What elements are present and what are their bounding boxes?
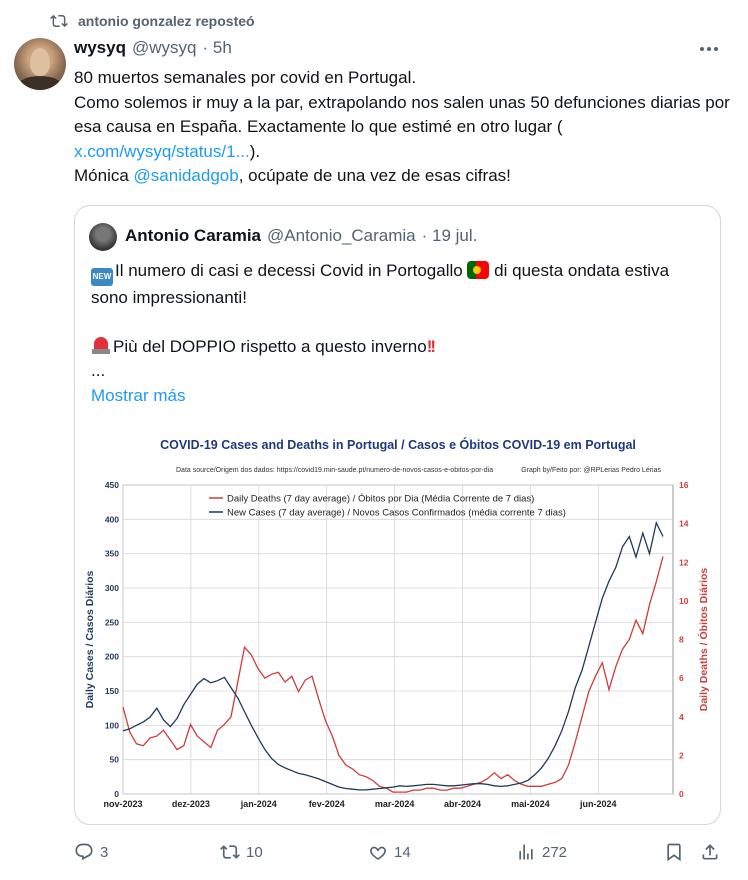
- bookmark-icon: [667, 843, 681, 862]
- quote-line-2-text: Più del DOPPIO rispetto a questo inverno: [113, 336, 427, 356]
- quote-header: Antonio Caramia @Antonio_Caramia · 19 ju…: [125, 226, 477, 246]
- y2-tick-label: 0: [679, 789, 684, 799]
- share-button[interactable]: [700, 842, 720, 862]
- deaths-series-line: [122, 556, 664, 793]
- avatar[interactable]: [14, 38, 66, 90]
- quote-line-1: NEW Il numero di casi e decessi Covid in …: [91, 259, 701, 311]
- y2-tick-label: 14: [679, 519, 689, 529]
- y-tick-label: 200: [105, 652, 119, 662]
- like-count: 14: [394, 843, 411, 861]
- y2-tick-label: 16: [679, 480, 689, 490]
- x-tick-label: abr-2024: [444, 799, 481, 809]
- tweet-line-3-end: , ocúpate de una vez de esas cifras!: [238, 166, 511, 185]
- quote-text: NEW Il numero di casi e decessi Covid in …: [91, 259, 701, 408]
- quote-line-1-text: Il numero di casi e decessi Covid in Por…: [115, 261, 468, 280]
- repost-label[interactable]: antonio gonzalez reposteó: [78, 13, 255, 29]
- y-tick-label: 50: [110, 755, 120, 765]
- x-tick-label: fev-2024: [309, 799, 345, 809]
- y-tick-label: 250: [105, 617, 119, 627]
- y2-tick-label: 6: [679, 673, 684, 683]
- more-options-icon[interactable]: [700, 44, 722, 54]
- y2-tick-label: 2: [679, 750, 684, 760]
- quoted-tweet[interactable]: Antonio Caramia @Antonio_Caramia · 19 ju…: [74, 205, 721, 825]
- cases-series-line: [122, 520, 664, 791]
- y-tick-label: 100: [105, 720, 119, 730]
- share-icon: [702, 844, 718, 860]
- repost-button[interactable]: 10: [220, 842, 263, 862]
- y-tick-label: 350: [105, 549, 119, 559]
- new-emoji-icon: NEW: [91, 268, 113, 286]
- x-tick-label: dez-2023: [172, 799, 210, 809]
- quote-author-name[interactable]: Antonio Caramia: [125, 226, 262, 245]
- portugal-flag-icon: [467, 261, 490, 279]
- like-button[interactable]: 14: [368, 842, 411, 862]
- plot-frame: [122, 484, 674, 795]
- tweet-line-2-end: ).: [249, 141, 261, 161]
- tweet-time[interactable]: · 5h: [202, 38, 232, 57]
- chart-title: COVID-19 Cases and Deaths in Portugal / …: [160, 437, 636, 452]
- repost-header: antonio gonzalez reposteó: [50, 12, 255, 30]
- author-name[interactable]: wysyq: [74, 38, 126, 57]
- y-tick-label: 150: [105, 686, 119, 696]
- y-tick-label: 0: [114, 789, 119, 799]
- x-tick-label: mai-2024: [511, 799, 550, 809]
- heart-icon: [370, 846, 386, 860]
- status-link[interactable]: x.com/wysyq/status/1...: [74, 141, 250, 161]
- tweet-line-3-start: Mónica: [74, 166, 134, 185]
- tweet-header: wysyq @wysyq · 5h: [74, 38, 232, 58]
- quote-line-2: Più del DOPPIO rispetto a questo inverno…: [91, 335, 701, 360]
- tweet-line-3: Mónica @sanidadgob, ocúpate de una vez d…: [74, 164, 734, 189]
- siren-icon: [91, 335, 111, 355]
- y2-tick-label: 8: [679, 635, 684, 645]
- x-tick-label: jun-2024: [579, 799, 617, 809]
- y-axis-label: Daily Cases / Casos Diários: [84, 570, 96, 708]
- views-icon: [519, 844, 533, 860]
- y2-tick-label: 4: [679, 712, 684, 722]
- y2-tick-label: 12: [679, 557, 689, 567]
- legend-entry: New Cases (7 day average) / Novos Casos …: [227, 508, 566, 519]
- action-bar: 3 10 14 272: [74, 838, 734, 868]
- view-count: 272: [542, 843, 568, 861]
- show-more-link[interactable]: Mostrar más: [91, 385, 186, 405]
- y2-axis-label: Daily Deaths / Óbitos Diários: [697, 568, 710, 712]
- author-handle[interactable]: @wysyq: [131, 38, 197, 57]
- y-tick-label: 300: [105, 583, 119, 593]
- tweet-line-2-text: Como solemos ir muy a la par, extrapolan…: [74, 92, 730, 137]
- repost-icon: [50, 14, 68, 28]
- quote-ellipsis: ...: [91, 361, 106, 380]
- chart-image[interactable]: COVID-19 Cases and Deaths in Portugal / …: [81, 434, 711, 819]
- quote-avatar[interactable]: [89, 223, 117, 251]
- mention-link[interactable]: @sanidadgob: [133, 166, 239, 185]
- y-tick-label: 400: [105, 514, 119, 524]
- x-tick-label: jan-2024: [240, 799, 277, 809]
- quote-time[interactable]: · 19 jul.: [421, 226, 478, 245]
- y-tick-label: 450: [105, 480, 119, 490]
- double-exclamation-icon: !!: [426, 336, 436, 356]
- reply-button[interactable]: 3: [74, 842, 108, 862]
- y2-tick-label: 10: [679, 596, 689, 606]
- reply-icon: [75, 843, 93, 861]
- legend-entry: Daily Deaths (7 day average) / Óbitos po…: [227, 494, 534, 505]
- chart-source: Data source/Origem dos dados: https://co…: [176, 467, 493, 474]
- quote-author-handle[interactable]: @Antonio_Caramia: [267, 226, 416, 245]
- tweet-line-2: Como solemos ir muy a la par, extrapolan…: [74, 91, 734, 165]
- repost-count: 10: [246, 843, 263, 861]
- x-tick-label: nov-2023: [103, 799, 142, 809]
- tweet-text: 80 muertos semanales por covid en Portug…: [74, 66, 734, 189]
- chart-credit: Graph by/Feito por: @RPLerias Pedro Léri…: [521, 467, 661, 474]
- repost-action-icon: [220, 845, 240, 859]
- covid-chart: COVID-19 Cases and Deaths in Portugal / …: [84, 437, 710, 809]
- tweet-line-1: 80 muertos semanales por covid en Portug…: [74, 68, 417, 87]
- reply-count: 3: [100, 843, 109, 861]
- views-button[interactable]: 272: [516, 842, 567, 862]
- bookmark-button[interactable]: [664, 842, 684, 862]
- quote-line-1-end: di questa ondata estiva sono impressiona…: [91, 261, 670, 307]
- x-tick-label: mar-2024: [375, 799, 415, 809]
